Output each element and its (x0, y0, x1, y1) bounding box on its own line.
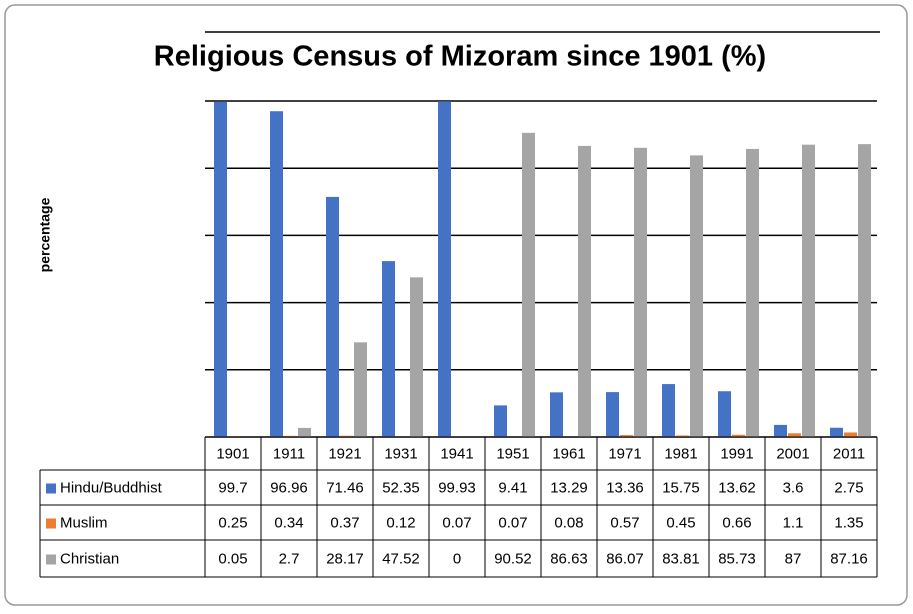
table-value: 0.05 (218, 550, 247, 567)
bar (340, 435, 353, 437)
bar (494, 405, 507, 437)
table-value: 2.75 (834, 479, 863, 496)
bar (620, 435, 633, 437)
table-value: 1.1 (783, 514, 804, 531)
table-value: 3.6 (783, 479, 804, 496)
table-value: 28.17 (326, 550, 364, 567)
bar (522, 132, 535, 438)
x-tick-label: 1931 (384, 445, 417, 462)
table-value: 13.62 (718, 479, 756, 496)
table-value: 52.35 (382, 479, 420, 496)
table-value: 47.52 (382, 550, 420, 567)
bar (662, 384, 675, 437)
bar (732, 434, 745, 437)
table-value: 0.07 (442, 514, 471, 531)
table-value: 0.66 (722, 514, 751, 531)
bar (606, 392, 619, 437)
bar (858, 144, 871, 437)
bar (578, 145, 591, 437)
table-value: 0.12 (386, 514, 415, 531)
table-value: 99.93 (438, 479, 476, 496)
table-value: 0.07 (498, 514, 527, 531)
table-value: 87.16 (830, 550, 868, 567)
frame (4, 4, 908, 606)
table-value: 99.7 (218, 479, 247, 496)
bar (676, 435, 689, 437)
bar (844, 432, 857, 437)
bar (326, 196, 339, 437)
legend-label: Christian (60, 550, 119, 567)
x-tick-label: 2001 (776, 445, 809, 462)
legend-label: Hindu/Buddhist (60, 479, 163, 496)
table-value: 0 (453, 550, 461, 567)
table-value: 0.34 (274, 514, 303, 531)
bar (438, 101, 451, 437)
legend-label: Muslim (60, 514, 108, 531)
table-value: 13.36 (606, 479, 644, 496)
x-tick-label: 1901 (216, 445, 249, 462)
bar (634, 147, 647, 437)
table-value: 85.73 (718, 550, 756, 567)
bar (354, 342, 367, 437)
table-value: 0.25 (218, 514, 247, 531)
bar (298, 427, 311, 437)
bar (284, 435, 297, 437)
table-value: 0.08 (554, 514, 583, 531)
table-value: 0.37 (330, 514, 359, 531)
table-value: 90.52 (494, 550, 532, 567)
x-tick-label: 2011 (833, 445, 865, 462)
y-axis-label: percentage (37, 197, 53, 272)
x-tick-label: 1991 (720, 445, 753, 462)
table-value: 87 (785, 550, 802, 567)
bar (788, 433, 801, 437)
legend-swatch (46, 483, 56, 494)
table-value: 9.41 (498, 479, 527, 496)
bar (774, 424, 787, 437)
table-value: 2.7 (279, 550, 300, 567)
table-value: 0.45 (666, 514, 695, 531)
bar (270, 111, 283, 437)
bar (746, 148, 759, 437)
bar (410, 277, 423, 437)
table-value: 15.75 (662, 479, 700, 496)
x-tick-label: 1911 (273, 445, 305, 462)
table-value: 96.96 (270, 479, 308, 496)
table-value: 0.57 (610, 514, 639, 531)
table-value: 71.46 (326, 479, 364, 496)
table-value: 83.81 (662, 550, 700, 567)
bar (802, 144, 815, 437)
x-tick-label: 1951 (496, 445, 529, 462)
x-tick-label: 1921 (328, 445, 361, 462)
x-tick-label: 1941 (440, 445, 473, 462)
chart-title: Religious Census of Mizoram since 1901 (… (154, 41, 766, 73)
bar (550, 392, 563, 437)
legend-swatch (46, 554, 56, 565)
bar (214, 102, 227, 438)
bar (830, 427, 843, 437)
x-tick-label: 1961 (552, 445, 585, 462)
legend-swatch (46, 518, 56, 529)
table-value: 86.07 (606, 550, 644, 567)
bar (382, 261, 395, 437)
x-tick-label: 1971 (608, 445, 641, 462)
table-value: 86.63 (550, 550, 588, 567)
bar (690, 155, 703, 437)
bar (718, 391, 731, 437)
table-value: 13.29 (550, 479, 588, 496)
table-value: 1.35 (834, 514, 863, 531)
x-tick-label: 1981 (664, 445, 697, 462)
